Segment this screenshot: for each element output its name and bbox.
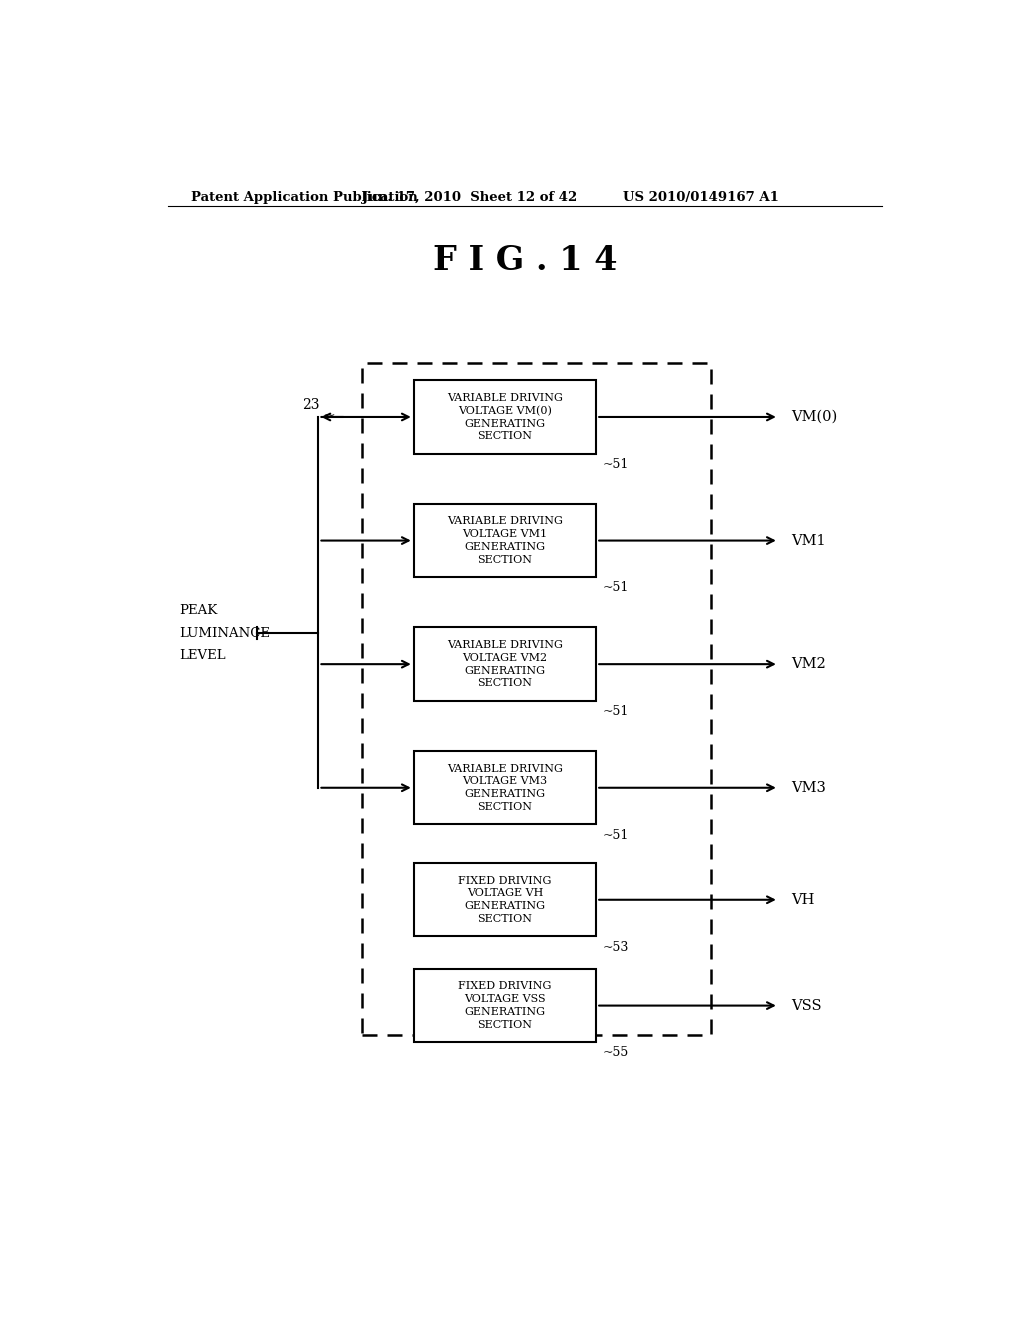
- Text: ~53: ~53: [602, 941, 629, 953]
- Text: VARIABLE DRIVING
VOLTAGE VM2
GENERATING
SECTION: VARIABLE DRIVING VOLTAGE VM2 GENERATING …: [447, 640, 563, 688]
- Text: FIXED DRIVING
VOLTAGE VSS
GENERATING
SECTION: FIXED DRIVING VOLTAGE VSS GENERATING SEC…: [459, 981, 552, 1030]
- Text: VM1: VM1: [791, 533, 825, 548]
- Text: ~51: ~51: [602, 458, 629, 471]
- Bar: [362, 363, 712, 1035]
- Bar: [414, 751, 596, 825]
- Text: 23: 23: [302, 397, 321, 412]
- Text: LEVEL: LEVEL: [179, 649, 226, 663]
- Text: PEAK: PEAK: [179, 605, 218, 618]
- Text: VSS: VSS: [791, 999, 821, 1012]
- Text: VARIABLE DRIVING
VOLTAGE VM3
GENERATING
SECTION: VARIABLE DRIVING VOLTAGE VM3 GENERATING …: [447, 763, 563, 812]
- Text: US 2010/0149167 A1: US 2010/0149167 A1: [623, 190, 778, 203]
- Text: VH: VH: [791, 892, 814, 907]
- Text: LUMINANCE: LUMINANCE: [179, 627, 270, 640]
- Text: ~51: ~51: [602, 581, 629, 594]
- Text: FIXED DRIVING
VOLTAGE VH
GENERATING
SECTION: FIXED DRIVING VOLTAGE VH GENERATING SECT…: [459, 875, 552, 924]
- Text: Jun. 17, 2010  Sheet 12 of 42: Jun. 17, 2010 Sheet 12 of 42: [361, 190, 577, 203]
- Bar: [414, 380, 596, 454]
- Text: Patent Application Publication: Patent Application Publication: [191, 190, 418, 203]
- Text: VM3: VM3: [791, 780, 825, 795]
- Bar: [414, 969, 596, 1043]
- Text: VARIABLE DRIVING
VOLTAGE VM(0)
GENERATING
SECTION: VARIABLE DRIVING VOLTAGE VM(0) GENERATIN…: [447, 392, 563, 441]
- Text: VM2: VM2: [791, 657, 825, 671]
- Text: F I G . 1 4: F I G . 1 4: [432, 244, 617, 277]
- Text: VM(0): VM(0): [791, 411, 837, 424]
- Bar: [414, 863, 596, 936]
- Bar: [414, 627, 596, 701]
- Bar: [414, 504, 596, 577]
- Text: ~: ~: [323, 409, 335, 422]
- Text: ~51: ~51: [602, 829, 629, 842]
- Text: VARIABLE DRIVING
VOLTAGE VM1
GENERATING
SECTION: VARIABLE DRIVING VOLTAGE VM1 GENERATING …: [447, 516, 563, 565]
- Text: ~51: ~51: [602, 705, 629, 718]
- Text: ~55: ~55: [602, 1047, 629, 1060]
